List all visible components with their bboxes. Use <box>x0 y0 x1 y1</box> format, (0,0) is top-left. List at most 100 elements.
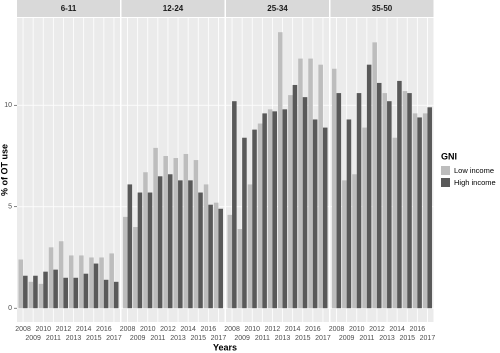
x-tick-label: 2012 <box>56 326 72 333</box>
x-tick-label: 2011 <box>255 335 270 342</box>
bar <box>183 153 189 309</box>
bar <box>332 68 337 309</box>
bar <box>372 42 377 309</box>
x-tick-label: 2009 <box>339 335 355 342</box>
bar <box>63 277 68 309</box>
legend-label: High income <box>454 178 496 187</box>
y-tick-label: 0 <box>8 305 12 312</box>
bar <box>133 227 138 309</box>
x-tick-label: 2016 <box>96 326 112 333</box>
x-tick-label: 2012 <box>265 326 281 333</box>
bar <box>402 91 408 309</box>
bar <box>99 257 104 309</box>
bar <box>366 64 372 309</box>
facet-title: 12-24 <box>163 4 184 13</box>
bar <box>346 119 352 309</box>
y-axis-title: % of OT use <box>0 144 9 196</box>
strip <box>121 0 225 17</box>
facet-title: 25-34 <box>267 4 288 13</box>
x-tick-label: 2015 <box>295 335 311 342</box>
x-tick-label: 2010 <box>244 326 260 333</box>
x-tick-label: 2016 <box>201 326 217 333</box>
bar <box>237 229 243 309</box>
x-tick-label: 2008 <box>329 326 345 333</box>
bar <box>232 101 237 309</box>
bar <box>198 192 203 309</box>
legend-title: GNI <box>441 151 457 161</box>
x-tick-label: 2013 <box>379 335 395 342</box>
strip <box>17 0 120 17</box>
x-tick-label: 2011 <box>46 335 61 342</box>
x-tick-label: 2015 <box>190 335 206 342</box>
x-tick-label: 2017 <box>106 335 122 342</box>
bar <box>48 247 54 309</box>
bar <box>422 113 428 309</box>
bar <box>412 113 418 309</box>
bar <box>352 174 357 309</box>
bar <box>336 93 342 309</box>
bar <box>53 269 58 309</box>
x-tick-label: 2008 <box>15 326 31 333</box>
bar <box>218 208 223 309</box>
bar <box>312 119 318 309</box>
bar <box>103 279 109 309</box>
bar <box>93 263 99 309</box>
x-tick-label: 2011 <box>359 335 374 342</box>
bar <box>382 93 388 309</box>
legend-key <box>441 166 450 175</box>
facet-title: 35-50 <box>372 4 393 13</box>
panel <box>17 18 120 322</box>
bar <box>308 58 313 309</box>
bar <box>69 255 74 309</box>
bar <box>153 147 158 309</box>
strip <box>330 0 434 17</box>
x-tick-label: 2015 <box>86 335 102 342</box>
bar <box>157 176 163 309</box>
bar <box>167 174 173 309</box>
bar <box>252 129 257 309</box>
bar <box>376 82 382 309</box>
bar <box>392 137 398 309</box>
bar <box>247 184 253 309</box>
x-tick-label: 2016 <box>410 326 426 333</box>
x-tick-label: 2008 <box>120 326 136 333</box>
bar <box>23 275 28 309</box>
x-tick-label: 2015 <box>399 335 415 342</box>
x-tick-label: 2016 <box>305 326 321 333</box>
bar <box>193 160 199 309</box>
x-tick-label: 2012 <box>369 326 385 333</box>
bar <box>147 192 153 309</box>
x-tick-label: 2013 <box>275 335 291 342</box>
bar <box>356 93 362 309</box>
bar <box>89 257 94 309</box>
x-tick-label: 2014 <box>180 326 196 333</box>
bar <box>79 255 84 309</box>
bar <box>28 281 34 309</box>
bar <box>137 192 143 309</box>
x-tick-label: 2017 <box>315 335 331 342</box>
bar <box>18 259 24 309</box>
bar <box>242 137 247 309</box>
bar <box>203 184 209 309</box>
x-tick-label: 2013 <box>170 335 186 342</box>
bar <box>58 241 64 309</box>
bar <box>282 109 288 309</box>
bar <box>113 281 119 309</box>
bar <box>188 180 193 309</box>
bar <box>302 97 308 309</box>
bar <box>298 58 303 309</box>
bar <box>262 113 267 309</box>
bar <box>292 84 298 309</box>
x-tick-label: 2009 <box>130 335 146 342</box>
x-tick-label: 2012 <box>160 326 176 333</box>
bar <box>227 214 233 309</box>
bar <box>123 216 128 309</box>
x-tick-label: 2017 <box>211 335 227 342</box>
bar <box>417 117 422 309</box>
x-tick-label: 2009 <box>25 335 41 342</box>
bar <box>83 273 89 309</box>
x-tick-label: 2013 <box>66 335 82 342</box>
bar <box>342 180 347 309</box>
bar <box>173 158 179 309</box>
